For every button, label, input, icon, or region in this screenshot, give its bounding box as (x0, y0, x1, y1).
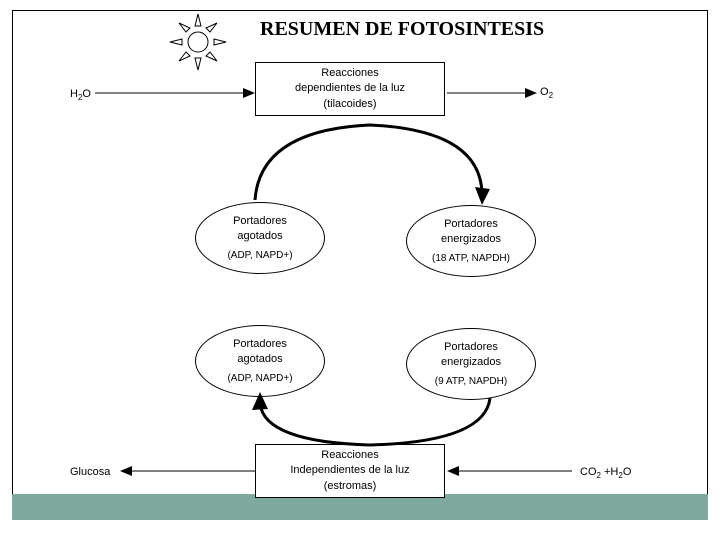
depleted-carriers-2: Portadores agotados (ADP, NAPD+) (195, 325, 325, 397)
stroma-label: (estromas) (262, 479, 438, 494)
glucose-output-label: Glucosa (70, 466, 110, 478)
h2o-input-label: H2O (70, 88, 91, 102)
depleted-carriers-1: Portadores agotados (ADP, NAPD+) (195, 202, 325, 274)
energized-carriers-1: Portadores energizados (18 ATP, NAPDH) (406, 205, 536, 277)
arrow-glucose-out (120, 463, 255, 483)
sun-icon (168, 12, 228, 72)
o2-output-label: O2 (540, 86, 553, 100)
thylakoid-label: (tilacoides) (262, 97, 438, 112)
arrow-o2-out (447, 85, 537, 105)
light-reactions-box: Reacciones dependientes de la luz (tilac… (255, 62, 445, 116)
arrow-co2-in (447, 463, 572, 483)
diagram-title: RESUMEN DE FOTOSINTESIS (260, 18, 544, 41)
arrow-h2o-in (95, 85, 255, 105)
cycle-arrow-bottom (210, 390, 520, 455)
reactions-label: Reacciones (262, 66, 438, 81)
light-independent-label: Independientes de la luz (262, 463, 438, 478)
light-dependent-label: dependientes de la luz (262, 81, 438, 96)
co2-h2o-input-label: CO2 +H2O (580, 466, 631, 480)
cycle-arrow-top (220, 115, 520, 210)
